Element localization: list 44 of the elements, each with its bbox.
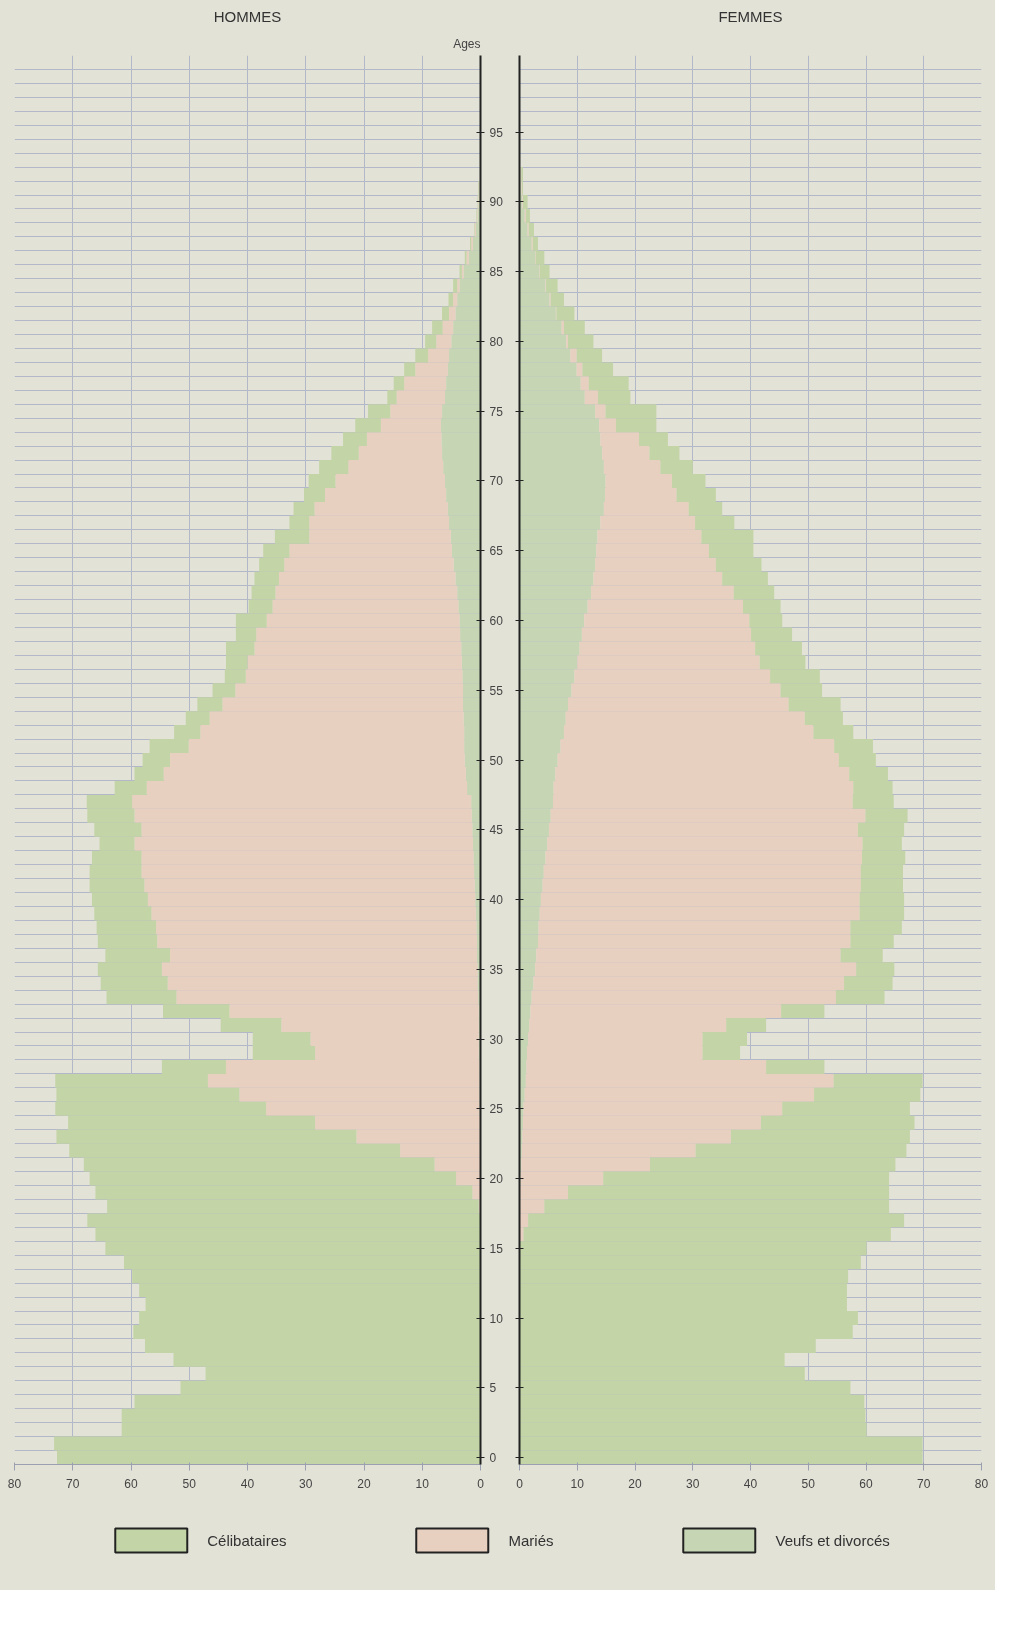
y-tick-label: 70 [489,474,504,489]
x-tick-label: 70 [66,1476,80,1491]
chart-title: FEMMES [718,7,783,25]
x-tick-label: 20 [628,1476,642,1491]
x-tick-label: 40 [743,1476,758,1491]
x-tick-label: 50 [801,1476,816,1491]
x-tick-label: 80 [974,1476,989,1491]
y-tick-label: 85 [489,265,504,280]
x-tick-label: 60 [859,1476,873,1491]
x-tick-label: 20 [357,1476,371,1491]
y-tick-label: 40 [489,893,504,907]
chart-title: HOMMES [213,7,282,25]
y-tick-label: 80 [489,334,504,349]
y-tick-label: 0 [489,1451,497,1466]
y-axis-title: Ages [453,36,481,51]
y-tick-label: 25 [489,1102,504,1117]
x-tick-label: 10 [415,1476,430,1491]
y-tick-label: 60 [489,614,504,628]
y-tick-label: 15 [489,1241,504,1256]
x-tick-label: 10 [570,1476,585,1491]
x-tick-label: 80 [7,1476,22,1491]
y-tick-label: 75 [489,404,504,419]
x-tick-label: 0 [516,1476,524,1491]
y-tick-label: 35 [489,962,504,977]
legend-label: Mariés [508,1531,554,1549]
x-tick-label: 30 [686,1476,700,1491]
legend-label: Célibataires [207,1531,287,1549]
x-tick-label: 60 [124,1476,138,1491]
y-tick-label: 10 [489,1311,504,1326]
y-tick-label: 30 [489,1032,504,1047]
x-tick-label: 40 [240,1476,255,1491]
x-tick-label: 0 [477,1476,485,1491]
x-tick-label: 50 [182,1476,197,1491]
y-tick-label: 45 [489,823,504,838]
y-tick-label: 20 [489,1172,504,1187]
legend-label: Veufs et divorcés [775,1531,890,1549]
y-tick-label: 95 [489,125,504,140]
y-tick-label: 90 [489,195,504,210]
x-tick-label: 70 [917,1476,931,1491]
y-tick-label: 55 [489,683,504,698]
y-tick-label: 50 [489,753,504,768]
x-tick-label: 30 [299,1476,313,1491]
y-tick-label: 65 [489,544,504,559]
y-tick-label: 5 [489,1381,497,1396]
